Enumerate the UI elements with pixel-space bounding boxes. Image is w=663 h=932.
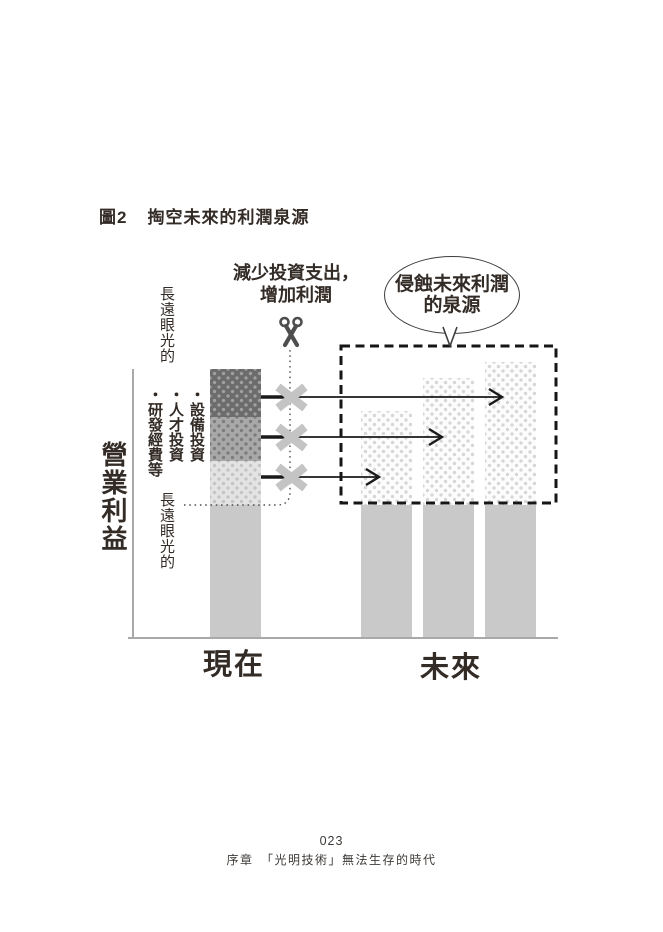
y-axis-line [132,369,134,639]
x-mark-icon-2 [275,423,308,452]
current-bar-segment-equipment [210,369,261,417]
footer-page-number: 023 [319,834,344,848]
bubble-line1: 侵蝕未來利潤 [394,274,509,295]
x-axis-line [128,637,558,639]
cut-dotted-line [184,349,291,506]
future-bar-1-eroded [361,411,412,505]
long-term-label-bottom: 長遠眼光的 [158,492,175,570]
figure-name: 掏空未來的利潤泉源 [147,208,310,227]
investment-item-talent: ・人才投資 [167,387,184,462]
future-bar-1-base [361,505,412,637]
investment-item-equipment: ・設備投資 [188,387,205,462]
y-axis-label: 營業利益 [98,441,128,553]
future-bar-3-base [485,505,536,637]
future-bar-3-eroded [485,362,536,505]
investment-labels: ・設備投資 ・人才投資 ・研發經費等 [144,387,207,477]
x-mark-icon-3 [275,463,308,492]
x-mark-icon-1 [275,383,308,412]
footer-chapter-title: 序章 「光明技術」無法生存的時代 [226,853,437,867]
scissors-icon [279,316,303,348]
long-term-label-top: 長遠眼光的 [158,286,175,364]
future-bar-2-eroded [423,378,474,505]
figure-title: 圖2 掏空未來的利潤泉源 [99,203,309,228]
speech-bubble: 侵蝕未來利潤 的泉源 [384,256,520,334]
cut-annotation-line1: 減少投資支出， [233,263,359,283]
x-axis-label-now: 現在 [203,649,266,681]
x-axis-label-future: 未來 [420,652,483,684]
bubble-pointer [442,326,458,347]
figure-label: 圖2 [99,208,128,227]
future-bar-2-base [423,505,474,637]
bubble-line2: 的泉源 [423,295,481,316]
future-profit-dashed-box [339,344,558,505]
current-bar-base-profit [210,505,261,637]
cut-annotation: 減少投資支出， 增加利潤 [226,262,366,306]
current-bar-segment-talent [210,417,261,461]
investment-item-rnd: ・研發經費等 [146,387,163,477]
cut-annotation-line2: 增加利潤 [260,285,332,305]
current-bar-segment-rnd [210,461,261,505]
